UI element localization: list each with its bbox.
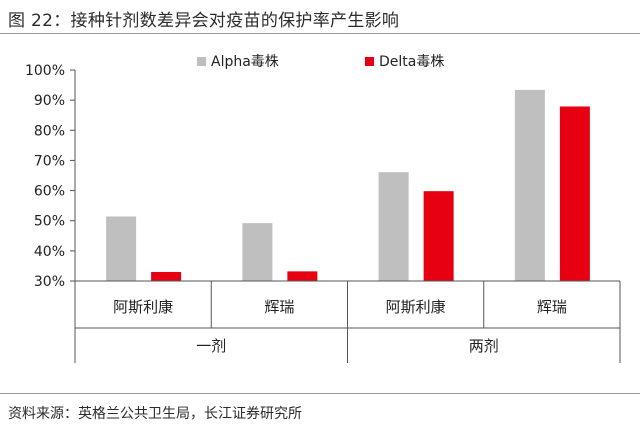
bar-delta xyxy=(559,106,590,281)
category-label: 阿斯利康 xyxy=(113,298,173,316)
category-label: 辉瑞 xyxy=(264,298,294,316)
y-tick-label: 100% xyxy=(25,63,65,79)
y-tick-label: 60% xyxy=(34,184,65,200)
bar-alpha xyxy=(514,89,545,281)
bar-delta xyxy=(151,271,182,281)
legend-label: Delta毒株 xyxy=(379,54,444,70)
y-tick-label: 90% xyxy=(34,93,65,109)
title-divider xyxy=(0,33,640,34)
y-tick-label: 50% xyxy=(34,214,65,230)
legend-swatch xyxy=(197,57,206,66)
category-label: 阿斯利康 xyxy=(386,298,446,316)
group-label: 两剂 xyxy=(469,337,499,355)
legend-swatch xyxy=(365,57,374,66)
chart-title: 图 22：接种针剂数差异会对疫苗的保护率产生影响 xyxy=(8,11,400,31)
bar-alpha xyxy=(106,216,137,281)
source-note: 资料来源：英格兰公共卫生局，长江证券研究所 xyxy=(8,406,302,422)
y-tick-label: 40% xyxy=(34,244,65,260)
source-divider xyxy=(0,393,640,394)
y-tick-label: 30% xyxy=(34,274,65,290)
y-tick-label: 80% xyxy=(34,123,65,139)
bar-alpha xyxy=(242,223,273,281)
bar-delta xyxy=(287,271,318,281)
group-label: 一剂 xyxy=(196,337,226,355)
legend-label: Alpha毒株 xyxy=(211,54,279,70)
category-label: 辉瑞 xyxy=(537,298,567,316)
y-tick-label: 70% xyxy=(34,153,65,169)
bar-delta xyxy=(423,191,454,281)
bar-alpha xyxy=(378,172,409,281)
